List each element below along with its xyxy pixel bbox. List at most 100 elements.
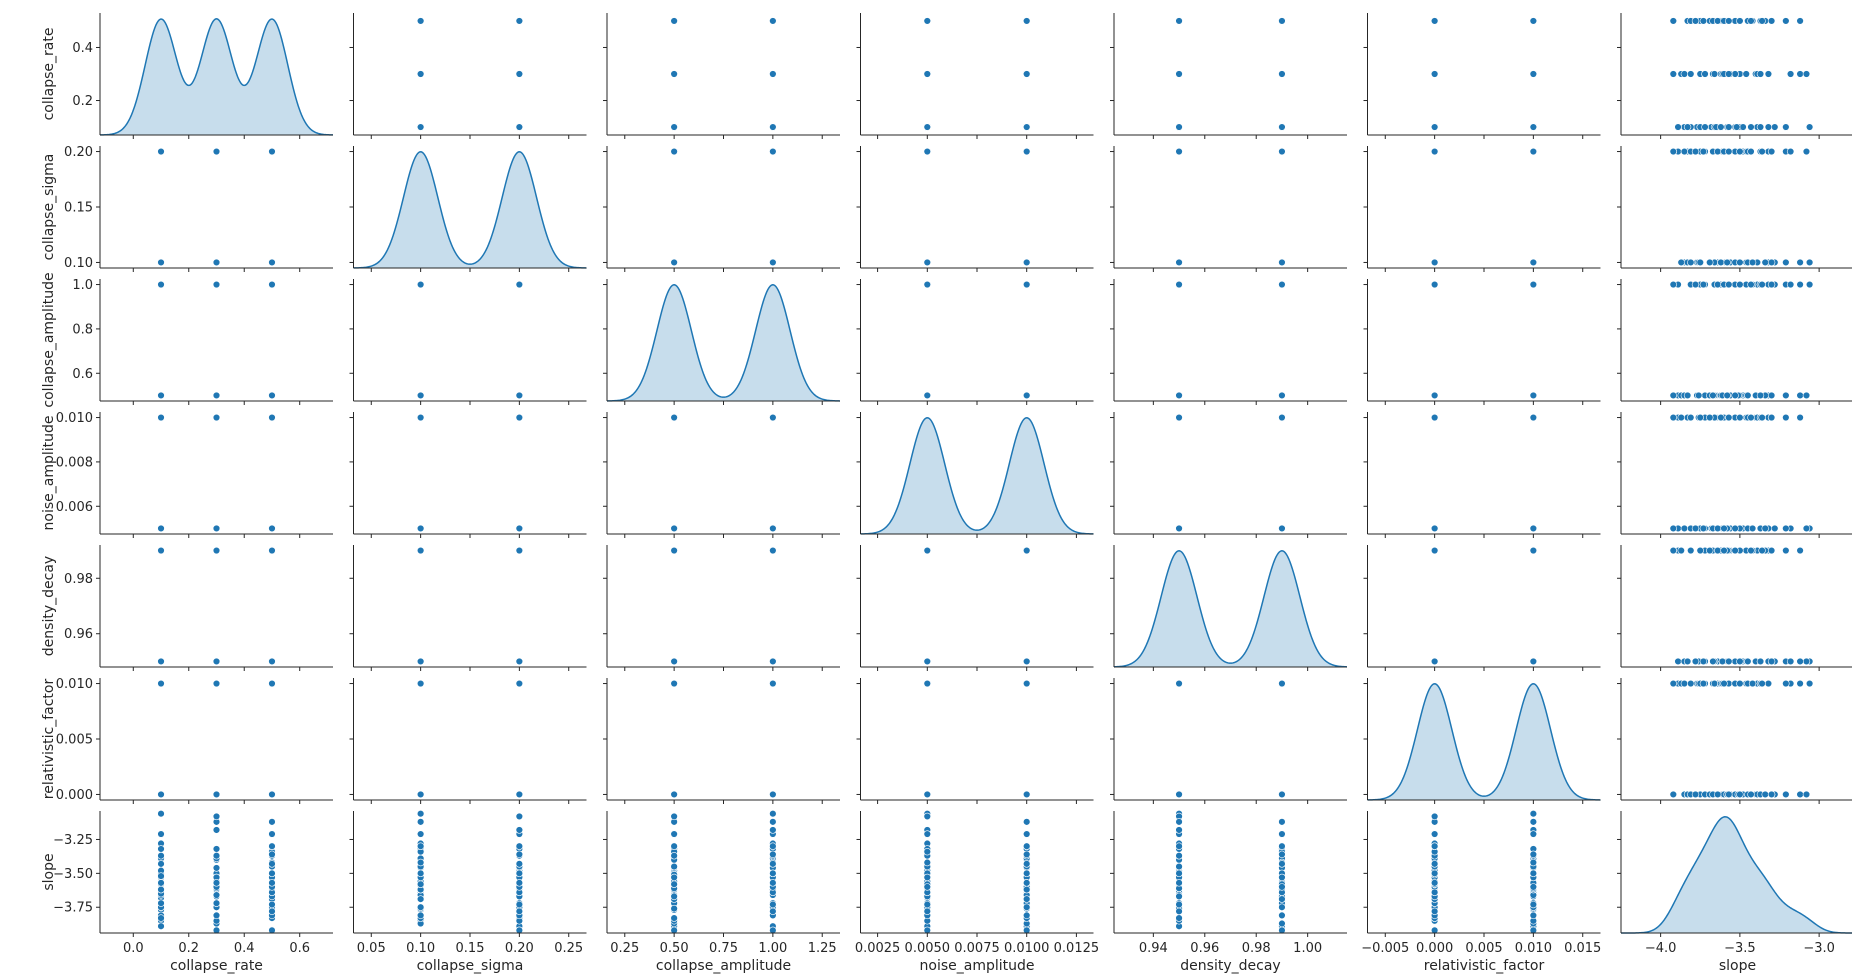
point: [1782, 546, 1790, 555]
point: [416, 880, 425, 888]
point: [268, 900, 276, 909]
point: [515, 413, 524, 422]
point: [1748, 679, 1757, 688]
point: [1805, 280, 1814, 289]
point: [1022, 860, 1031, 868]
point: [1691, 280, 1700, 289]
point: [1022, 17, 1031, 25]
point: [1796, 413, 1804, 422]
y-axis-label-collapse_rate: collapse_rate: [41, 28, 57, 121]
point: [1796, 391, 1804, 400]
point: [1687, 546, 1695, 555]
point: [923, 657, 931, 666]
point: [769, 842, 777, 850]
point: [1278, 895, 1286, 903]
point: [1717, 413, 1725, 422]
point: [1683, 391, 1692, 400]
x-axis-label-noise_amplitude: noise_amplitude: [920, 958, 1035, 974]
point: [769, 869, 777, 878]
point: [1699, 657, 1708, 666]
subplot-collapse_sigma-vs-collapse_amplitude: [603, 146, 840, 272]
y-axis-label-density_decay: density_decay: [41, 556, 57, 656]
x-tick-label: 0.4: [234, 941, 255, 956]
x-tick-label: 0.10: [406, 941, 435, 956]
point: [1175, 869, 1183, 878]
y-tick-label: 0.10: [64, 256, 93, 271]
point: [1796, 258, 1804, 267]
y-axis-label-collapse_sigma: collapse_sigma: [41, 154, 57, 261]
point: [1747, 17, 1755, 25]
x-tick-label: 0.2: [178, 941, 199, 956]
y-tick-label: 0.96: [64, 627, 93, 642]
point: [1430, 413, 1439, 422]
point: [1747, 123, 1755, 131]
point: [1761, 258, 1769, 267]
point: [1022, 911, 1031, 920]
point: [416, 869, 425, 878]
point: [1725, 790, 1733, 799]
point: [1430, 258, 1439, 267]
point: [1782, 17, 1790, 25]
subplot-slope-vs-collapse_sigma: 0.05 0.10 0.15 0.20 0.25: [349, 810, 587, 956]
point: [769, 679, 777, 688]
point: [1529, 911, 1538, 920]
point: [670, 830, 678, 838]
x-tick-label: 0.50: [660, 941, 689, 956]
point: [1748, 258, 1757, 267]
point: [515, 17, 524, 25]
subplot-collapse_rate-vs-collapse_rate: 0.2 0.4: [72, 13, 334, 139]
point: [1430, 657, 1439, 666]
kde-area-relativistic_factor: [1367, 683, 1601, 800]
point: [1782, 258, 1790, 267]
subplot-noise_amplitude-vs-collapse_amplitude: [603, 412, 840, 538]
point: [1022, 546, 1031, 555]
point: [212, 812, 221, 821]
point: [416, 657, 425, 666]
point: [416, 413, 425, 422]
y-tick-label: 0.20: [64, 145, 93, 160]
point: [1674, 657, 1682, 666]
point: [1430, 546, 1439, 555]
x-tick-label: 0.75: [709, 941, 738, 956]
point: [157, 914, 165, 922]
point: [416, 280, 425, 289]
point: [1713, 280, 1722, 289]
point: [769, 17, 777, 25]
point: [212, 258, 221, 267]
point: [1786, 70, 1795, 78]
point: [1699, 280, 1708, 289]
subplot-slope-vs-noise_amplitude: 0.0025 0.0050 0.0075 0.0100 0.0125: [855, 810, 1099, 956]
point: [1802, 70, 1811, 78]
point: [1683, 123, 1692, 131]
point: [923, 280, 931, 289]
point: [1278, 911, 1286, 920]
point: [1674, 123, 1682, 131]
point: [1529, 858, 1538, 867]
kde-area-collapse_rate: [100, 18, 333, 136]
point: [1669, 147, 1678, 156]
point: [1706, 546, 1714, 555]
point: [157, 679, 165, 688]
point: [670, 812, 678, 821]
point: [1175, 123, 1183, 131]
point: [1691, 657, 1700, 666]
point: [670, 17, 678, 25]
point: [1782, 679, 1790, 688]
point: [769, 879, 777, 887]
point: [1758, 413, 1766, 422]
point: [212, 891, 221, 899]
point: [1782, 790, 1790, 799]
point: [1430, 907, 1439, 916]
subplot-noise_amplitude-vs-relativistic_factor: [1363, 412, 1601, 538]
point: [1022, 850, 1031, 859]
x-tick-label: 0.96: [1190, 941, 1219, 956]
point: [1430, 812, 1439, 821]
kde-area-collapse_amplitude: [607, 284, 840, 401]
point: [1175, 524, 1183, 533]
point: [268, 391, 276, 400]
point: [157, 810, 165, 818]
point: [670, 852, 678, 860]
point: [515, 850, 524, 859]
point: [515, 391, 524, 400]
point: [1758, 147, 1766, 156]
